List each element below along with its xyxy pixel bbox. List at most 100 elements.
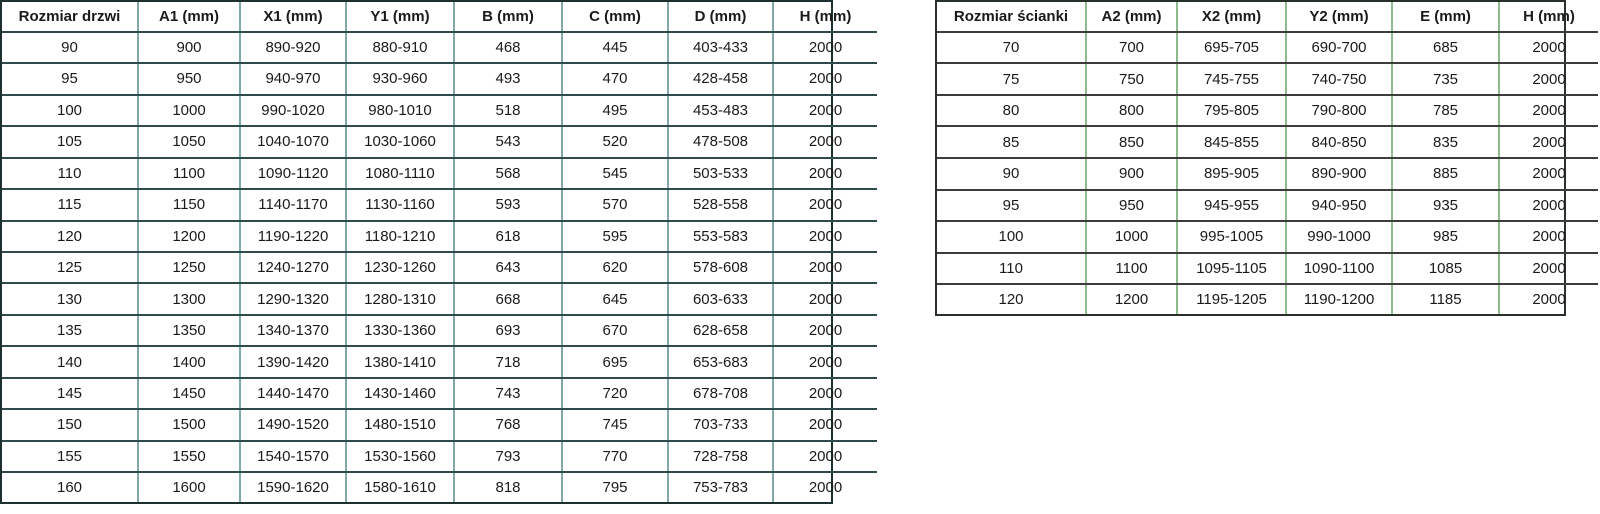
table-row: 110 1100 1090-1120 1080-1110 568 545 503-533 20…	[2, 156, 877, 191]
table-cell: 1190-1220	[239, 219, 347, 253]
table-cell: 95	[937, 188, 1087, 223]
header-cell: C (mm)	[561, 2, 669, 33]
table-cell: 990-1000	[1285, 220, 1393, 254]
table-cell: 593	[453, 188, 563, 222]
table-cell: 2000	[1498, 62, 1598, 96]
table-cell: 1095-1105	[1176, 251, 1287, 286]
table-cell: 1030-1060	[345, 125, 455, 159]
table-cell: 1185	[1391, 283, 1500, 314]
table-cell: 1390-1420	[239, 345, 347, 379]
header-cell: X1 (mm)	[239, 2, 347, 33]
table-row: 155 1550 1540-1570 1530-1560 793 770 728-758 20…	[2, 439, 877, 474]
table-cell: 735	[1391, 62, 1500, 96]
table-cell: 2000	[772, 408, 877, 442]
table-cell: 130	[2, 282, 139, 316]
table-row: 90 900 890-920 880-910 468 445 403-433 2000	[2, 30, 877, 65]
table-cell: 645	[561, 282, 669, 316]
table-cell: 695-705	[1176, 30, 1287, 65]
table-cell: 720	[561, 376, 669, 411]
table-row: 95 950 945-955 940-950 935 2000	[937, 188, 1598, 223]
table-cell: 1100	[137, 156, 241, 191]
table-cell: 1580-1610	[345, 471, 455, 502]
table-cell: 743	[453, 376, 563, 411]
table-cell: 105	[2, 125, 139, 159]
table-cell: 890-900	[1285, 156, 1393, 191]
table-cell: 2000	[1498, 220, 1598, 254]
table-cell: 668	[453, 282, 563, 316]
table-row: 75 750 745-755 740-750 735 2000	[937, 62, 1598, 96]
table-cell: 768	[453, 408, 563, 442]
table-cell: 900	[1085, 156, 1178, 191]
table-row: 110 1100 1095-1105 1090-1100 1085 2000	[937, 251, 1598, 286]
table-cell: 470	[561, 62, 669, 96]
table-cell: 100	[937, 220, 1087, 254]
table-cell: 85	[937, 125, 1087, 159]
table-row: 130 1300 1290-1320 1280-1310 668 645 603-633 20…	[2, 282, 877, 316]
table-cell: 685	[1391, 30, 1500, 65]
table-cell: 568	[453, 156, 563, 191]
table-cell: 850	[1085, 125, 1178, 159]
table-row: 95 950 940-970 930-960 493 470 428-458 2000	[2, 62, 877, 96]
table-cell: 1290-1320	[239, 282, 347, 316]
table-cell: 1340-1370	[239, 313, 347, 348]
table-cell: 895-905	[1176, 156, 1287, 191]
header-cell: Y1 (mm)	[345, 2, 455, 33]
table-cell: 793	[453, 439, 563, 474]
table-cell: 728-758	[667, 439, 774, 474]
table-cell: 845-855	[1176, 125, 1287, 159]
table-cell: 945-955	[1176, 188, 1287, 223]
table-cell: 1090-1120	[239, 156, 347, 191]
table-cell: 1200	[1085, 283, 1178, 314]
table-row: 100 1000 995-1005 990-1000 985 2000	[937, 220, 1598, 254]
table-cell: 2000	[1498, 283, 1598, 314]
table-cell: 2000	[1498, 251, 1598, 286]
table-cell: 2000	[1498, 30, 1598, 65]
table-cell: 1450	[137, 376, 241, 411]
table-row: 140 1400 1390-1420 1380-1410 718 695 653-683 20…	[2, 345, 877, 379]
table-cell: 1240-1270	[239, 250, 347, 285]
table-cell: 745-755	[1176, 62, 1287, 96]
table-cell: 543	[453, 125, 563, 159]
table-cell: 880-910	[345, 30, 455, 65]
table-cell: 140	[2, 345, 139, 379]
header-cell: A1 (mm)	[137, 2, 241, 33]
table-cell: 1350	[137, 313, 241, 348]
table-cell: 100	[2, 93, 139, 128]
table-cell: 1100	[1085, 251, 1178, 286]
table-cell: 900	[137, 30, 241, 65]
table-cell: 2000	[772, 471, 877, 502]
door-size-table-frame: Rozmiar drzwi A1 (mm) X1 (mm) Y1 (mm) B (mm)…	[0, 0, 877, 504]
table-cell: 1000	[1085, 220, 1178, 254]
table-row: 160 1600 1590-1620 1580-1610 818 795 753-783 20…	[2, 471, 877, 502]
table-cell: 1090-1100	[1285, 251, 1393, 286]
table-cell: 478-508	[667, 125, 774, 159]
header-cell: X2 (mm)	[1176, 2, 1287, 33]
table-cell: 995-1005	[1176, 220, 1287, 254]
table-cell: 160	[2, 471, 139, 502]
table-cell: 990-1020	[239, 93, 347, 128]
table-cell: 518	[453, 93, 563, 128]
door-size-table: Rozmiar drzwi A1 (mm) X1 (mm) Y1 (mm) B (mm)…	[2, 2, 877, 502]
table-cell: 2000	[772, 125, 877, 159]
table-cell: 985	[1391, 220, 1500, 254]
table-cell: 785	[1391, 93, 1500, 128]
table-cell: 2000	[772, 345, 877, 379]
table-cell: 818	[453, 471, 563, 502]
table-cell: 703-733	[667, 408, 774, 442]
table-row: 70 700 695-705 690-700 685 2000	[937, 30, 1598, 65]
wall-size-table: Rozmiar ścianki A2 (mm) X2 (mm) Y2 (mm) E (m…	[937, 2, 1598, 314]
table-cell: 595	[561, 219, 669, 253]
table-row: 120 1200 1195-1205 1190-1200 1185 2000	[937, 283, 1598, 314]
table-cell: 1530-1560	[345, 439, 455, 474]
table-cell: 1200	[137, 219, 241, 253]
table-cell: 795-805	[1176, 93, 1287, 128]
table-cell: 2000	[1498, 188, 1598, 223]
table-cell: 1330-1360	[345, 313, 455, 348]
header-cell: H (mm)	[772, 2, 877, 33]
table-cell: 1150	[137, 188, 241, 222]
table-cell: 145	[2, 376, 139, 411]
table-cell: 950	[137, 62, 241, 96]
table-cell: 90	[937, 156, 1087, 191]
table-row: 80 800 795-805 790-800 785 2000	[937, 93, 1598, 128]
table-cell: 1195-1205	[1176, 283, 1287, 314]
